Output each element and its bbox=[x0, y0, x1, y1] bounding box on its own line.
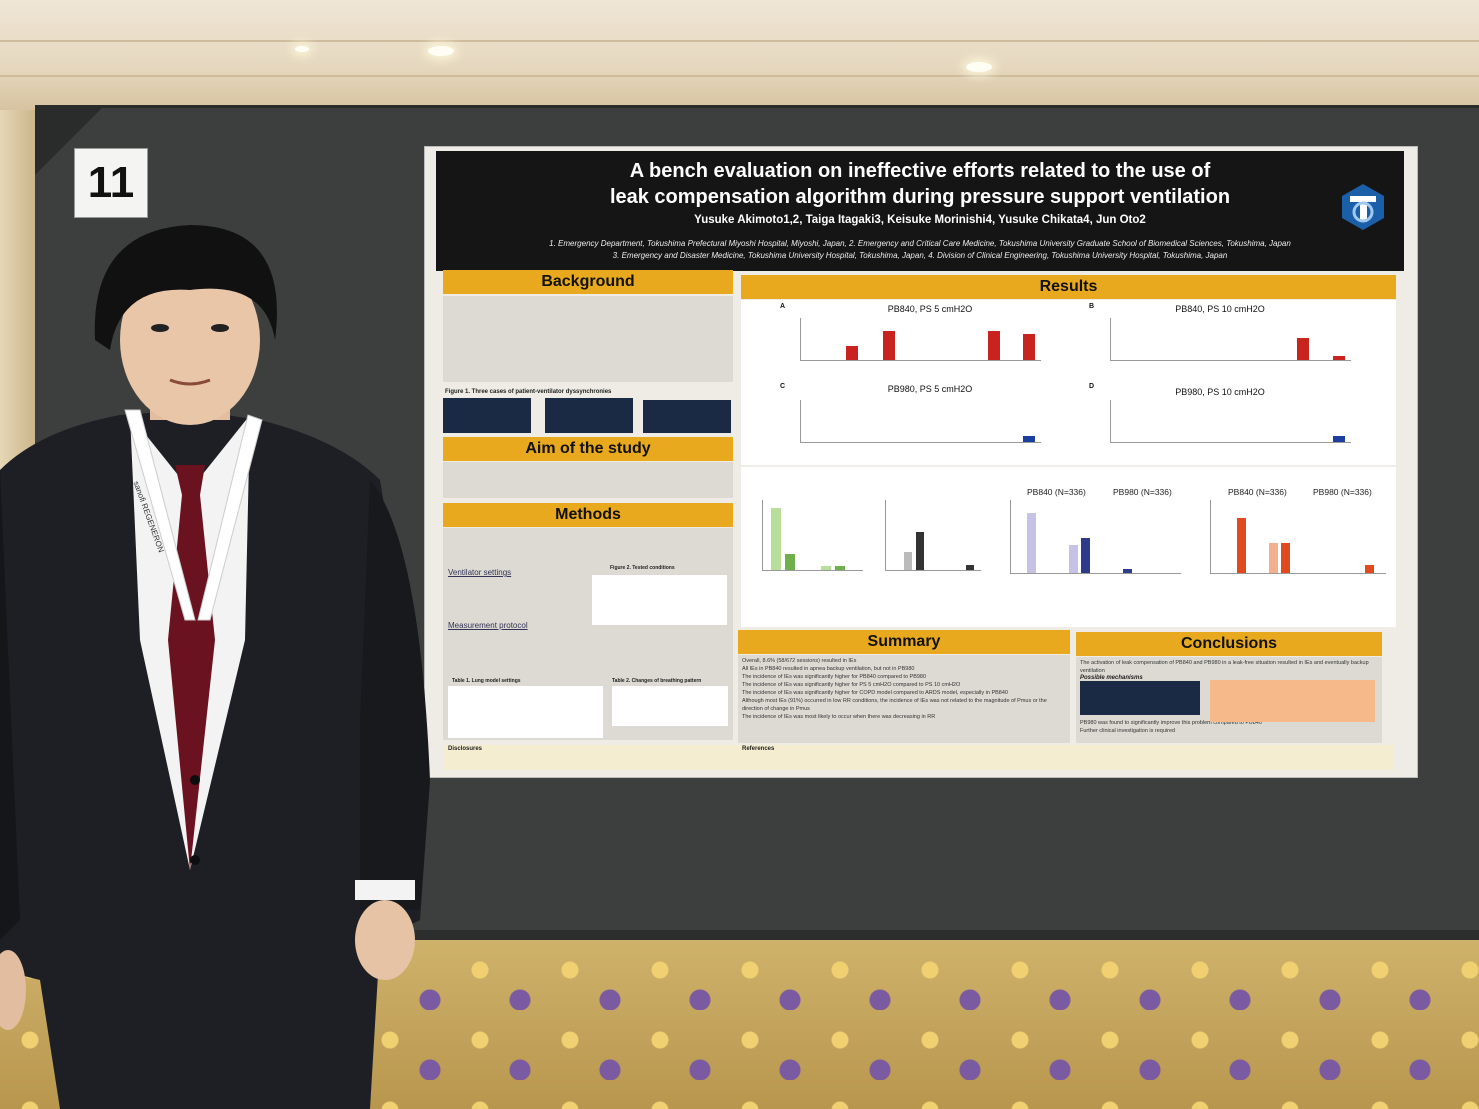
table2-caption: Table 2. Changes of breathing pattern bbox=[612, 678, 702, 684]
chart-letter-a: A bbox=[780, 303, 786, 310]
chart-bar bbox=[785, 554, 795, 570]
chart-bar bbox=[883, 331, 895, 360]
conclusion-point: Further clinical investigation is requir… bbox=[1080, 728, 1176, 734]
summary-point: Although most IEs (91%) occurred in low … bbox=[742, 698, 1047, 712]
summary-point: The incidence of IEs was significantly h… bbox=[742, 682, 961, 688]
conclusion-point: PB980 was found to significantly improve… bbox=[1080, 720, 1262, 726]
booth-number: 11 bbox=[74, 148, 148, 218]
chart-bar bbox=[916, 532, 924, 570]
section-aim-header: Aim of the study bbox=[443, 437, 733, 461]
chart-title-b: PB840, PS 10 cmH2O bbox=[1175, 304, 1265, 314]
summary-point: All IEs in PB840 resulted in apnea backu… bbox=[742, 666, 915, 672]
chart-letter-c: C bbox=[780, 383, 786, 390]
poster-header bbox=[436, 151, 1404, 271]
chart-title-c: PB980, PS 5 cmH2O bbox=[887, 384, 973, 394]
figure5-plot bbox=[885, 500, 981, 571]
mechanism-callout bbox=[1210, 680, 1375, 722]
chart-bar bbox=[1333, 436, 1345, 442]
table1-caption: Table 1. Lung model settings bbox=[452, 678, 521, 684]
background-text bbox=[443, 296, 733, 382]
summary-point: The incidence of IEs was significantly h… bbox=[742, 690, 1008, 696]
aim-text bbox=[443, 462, 733, 498]
chart-bar bbox=[1365, 565, 1374, 573]
chart-bar bbox=[1269, 543, 1278, 573]
section-conclusions-header: Conclusions bbox=[1076, 632, 1382, 656]
figure1-caption: Figure 1. Three cases of patient-ventila… bbox=[445, 389, 612, 395]
poster-affiliations-1: 1. Emergency Department, Tokushima Prefe… bbox=[549, 239, 1291, 248]
ventilator-settings-heading: Ventilator settings bbox=[448, 568, 512, 577]
chart-bar bbox=[1023, 436, 1035, 442]
chart-bar bbox=[1069, 545, 1078, 573]
poster-footer bbox=[443, 745, 1393, 770]
figure2-diagram bbox=[592, 575, 727, 625]
results-charts-panel bbox=[741, 300, 1396, 465]
chart-plot-b bbox=[1110, 318, 1351, 361]
summary-point: Overall, 8.6% (58/672 sessions) resulted… bbox=[742, 658, 857, 664]
section-results-header: Results bbox=[741, 275, 1396, 299]
references-label: References bbox=[742, 746, 775, 752]
university-logo-icon bbox=[1342, 184, 1384, 230]
chart-bar bbox=[771, 508, 781, 570]
measurement-protocol-heading: Measurement protocol bbox=[448, 621, 528, 630]
section-background-header: Background bbox=[443, 270, 733, 294]
chart-title-d: PB980, PS 10 cmH2O bbox=[1175, 387, 1265, 397]
figure6-plot bbox=[1010, 500, 1181, 574]
table2 bbox=[612, 686, 728, 726]
conclusion-point: The activation of leak compensation of P… bbox=[1080, 660, 1369, 674]
chart-plot-a bbox=[800, 318, 1041, 361]
poster-title-line2: leak compensation algorithm during press… bbox=[609, 186, 1231, 208]
section-methods-header: Methods bbox=[443, 503, 733, 527]
summary-point: The incidence of IEs was most likely to … bbox=[742, 714, 936, 720]
chart-bar bbox=[904, 552, 912, 570]
chart-bar bbox=[966, 565, 974, 570]
chart-plot-d bbox=[1110, 400, 1351, 443]
poster-title-line1: A bench evaluation on ineffective effort… bbox=[629, 160, 1211, 182]
possible-mechanisms-label: Possible mechanisms bbox=[1080, 675, 1143, 681]
chart-bar bbox=[1333, 356, 1345, 360]
section-summary-header: Summary bbox=[738, 630, 1070, 654]
table1 bbox=[448, 686, 603, 738]
chart-plot-c bbox=[800, 400, 1041, 443]
summary-panel: Overall, 8.6% (58/672 sessions) resulted… bbox=[738, 655, 1070, 743]
ceiling bbox=[0, 0, 1479, 110]
chart-bar bbox=[988, 331, 1000, 360]
group-title-4: PB980 (N=336) bbox=[1313, 487, 1372, 497]
chart-bar bbox=[1281, 543, 1290, 573]
figure1-waveform bbox=[545, 398, 633, 433]
figure7-plot bbox=[1210, 500, 1386, 574]
disclosures-label: Disclosures bbox=[448, 746, 483, 752]
ceiling-seam bbox=[0, 75, 1479, 77]
chart-letter-b: B bbox=[1089, 303, 1095, 310]
chart-bar bbox=[1023, 334, 1035, 360]
ceiling-seam bbox=[0, 40, 1479, 42]
figure2-caption: Figure 2. Tested conditions bbox=[610, 565, 675, 571]
mechanism-waveform bbox=[1080, 681, 1200, 715]
poster-authors: Yusuke Akimoto1,2, Taiga Itagaki3, Keisu… bbox=[694, 214, 1146, 226]
chart-bar bbox=[1237, 518, 1246, 573]
summary-point: The incidence of IEs was significantly h… bbox=[742, 674, 927, 680]
chart-letter-d: D bbox=[1089, 383, 1095, 390]
group-title-3: PB840 (N=336) bbox=[1228, 487, 1287, 497]
chart-bar bbox=[835, 566, 845, 570]
figure1-waveform bbox=[643, 400, 731, 433]
ceiling-light bbox=[295, 46, 309, 52]
ceiling-light bbox=[966, 62, 992, 72]
presenter-person bbox=[0, 225, 430, 1109]
figure4-plot bbox=[762, 500, 863, 571]
ceiling-light bbox=[428, 46, 454, 56]
chart-title-a: PB840, PS 5 cmH2O bbox=[887, 304, 973, 314]
chart-bar bbox=[846, 346, 858, 360]
chart-bar bbox=[1027, 513, 1036, 573]
group-title-2: PB980 (N=336) bbox=[1113, 487, 1172, 497]
group-title-1: PB840 (N=336) bbox=[1027, 487, 1086, 497]
poster-affiliations-2: 3. Emergency and Disaster Medicine, Toku… bbox=[612, 251, 1228, 260]
chart-bar bbox=[1297, 338, 1309, 360]
chart-bar bbox=[821, 566, 831, 570]
chart-bar bbox=[1081, 538, 1090, 573]
figure1-waveform bbox=[443, 398, 531, 433]
chart-bar bbox=[1123, 569, 1132, 573]
